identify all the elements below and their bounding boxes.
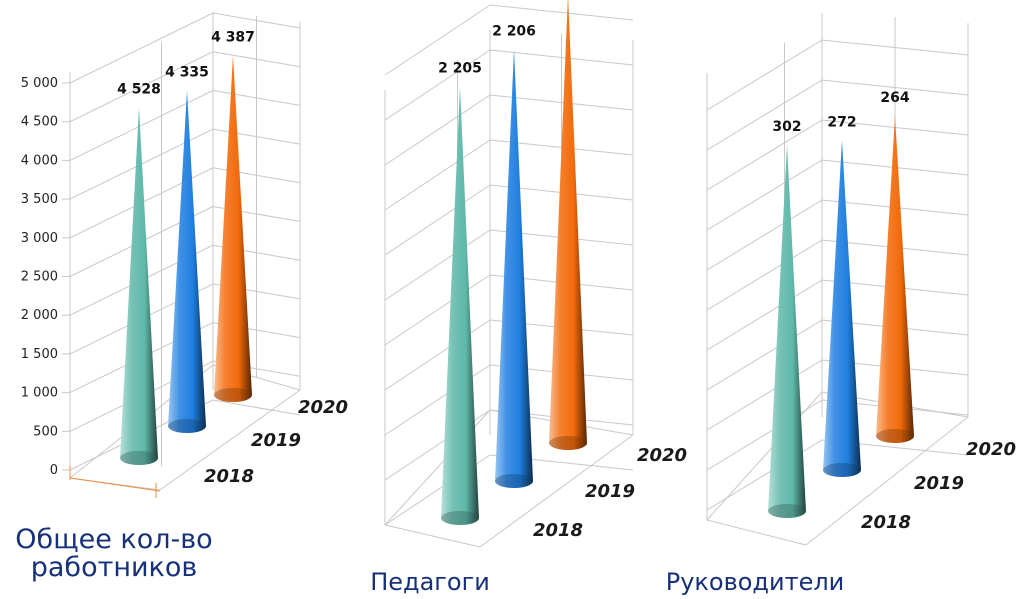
cone-base-shadow xyxy=(823,463,861,477)
gridline xyxy=(706,159,823,231)
cone-body xyxy=(214,55,252,403)
cone-body xyxy=(876,116,914,443)
gridline xyxy=(69,12,214,84)
cone-base-shadow xyxy=(168,419,206,433)
gridline xyxy=(706,319,823,391)
cone-base-shadow xyxy=(768,504,806,518)
gridline xyxy=(706,399,823,471)
value-label: 4 528 xyxy=(117,82,161,98)
cone-2020: 264 xyxy=(876,90,914,443)
cone-base-shadow xyxy=(120,451,158,465)
cone-base-shadow xyxy=(549,436,587,450)
gridline xyxy=(384,94,491,166)
y-tick-label: 4 500 xyxy=(21,115,58,130)
gridline xyxy=(159,389,301,491)
gridline xyxy=(69,89,214,161)
gridline xyxy=(212,12,301,29)
cone-2018: 4 528 xyxy=(117,82,161,465)
gridline xyxy=(706,119,823,191)
gridline xyxy=(489,4,634,21)
chart-title-teachers: Педагоги xyxy=(370,568,490,596)
gridline xyxy=(821,79,969,96)
gridline xyxy=(384,4,491,76)
gridline xyxy=(706,79,823,151)
gridline xyxy=(479,434,634,548)
gridline xyxy=(384,229,491,301)
gridline xyxy=(384,319,491,391)
y-tick-label: 1 000 xyxy=(21,386,58,401)
value-label: 302 xyxy=(772,119,801,135)
year-label-2019: 2019 xyxy=(251,430,301,451)
value-label: 4 387 xyxy=(211,29,255,45)
y-tick-label: 4 000 xyxy=(21,153,58,168)
gridline xyxy=(69,51,214,123)
gridline xyxy=(384,524,481,548)
cone-base-shadow xyxy=(495,474,533,488)
year-label-2019: 2019 xyxy=(914,473,964,494)
year-label-2020: 2020 xyxy=(637,445,687,466)
gridline xyxy=(489,49,634,66)
value-label: 4 335 xyxy=(165,64,209,80)
year-label-2018: 2018 xyxy=(861,512,911,533)
gridline xyxy=(706,39,823,111)
cone-body xyxy=(823,140,861,477)
cone-base-shadow xyxy=(876,429,914,443)
cone-2020: 4 387 xyxy=(211,29,255,403)
gridline xyxy=(212,51,301,68)
gridline xyxy=(805,416,969,546)
gridline xyxy=(212,89,301,106)
gridline xyxy=(212,399,301,416)
y-tick-label: 3 000 xyxy=(21,231,58,246)
y-tick-label: 3 500 xyxy=(21,192,58,207)
cone-body xyxy=(549,0,587,450)
value-label: 2 206 xyxy=(492,23,536,39)
cone-body xyxy=(120,107,158,465)
gridline xyxy=(384,184,491,256)
chart-0: 0 500 1 000 1 500 2 000 2 500 3 000 3 500 4 000 4… xyxy=(21,12,348,498)
gridline xyxy=(706,199,823,271)
y-tick-label: 5 000 xyxy=(21,76,58,91)
year-label-2020: 2020 xyxy=(966,439,1016,460)
cone-2019: 272 xyxy=(823,114,861,477)
gridline xyxy=(821,39,969,56)
year-label-2018: 2018 xyxy=(204,466,254,487)
year-label-2018: 2018 xyxy=(533,520,583,541)
cone-body xyxy=(495,49,533,489)
gridline xyxy=(706,239,823,311)
cone-body xyxy=(768,144,806,518)
value-label: 264 xyxy=(880,90,909,106)
year-label-2020: 2020 xyxy=(298,397,348,418)
y-tick-label: 2 000 xyxy=(21,308,58,323)
cone-2018: 2 205 xyxy=(438,61,482,525)
y-tick-label: 2 500 xyxy=(21,270,58,285)
cone-2018: 302 xyxy=(768,119,806,518)
gridline xyxy=(706,519,807,546)
cone-2019: 2 206 xyxy=(492,23,536,489)
cone-base-shadow xyxy=(441,511,479,525)
gridline xyxy=(384,274,491,346)
gridline xyxy=(212,128,301,145)
year-label-2019: 2019 xyxy=(585,481,635,502)
y-tick-label: 500 xyxy=(33,424,58,439)
y-tick-label: 1 500 xyxy=(21,347,58,362)
cone-2020: 2 290 xyxy=(549,0,587,450)
value-label: 272 xyxy=(827,114,856,130)
cone-base-shadow xyxy=(214,388,252,402)
y-tick-label: 0 xyxy=(50,463,58,478)
gridline xyxy=(706,359,823,431)
cone-2019: 4 335 xyxy=(165,64,209,433)
axis-accent xyxy=(69,477,161,492)
gridline xyxy=(706,279,823,351)
chart-0-y-axis: 0 500 1 000 1 500 2 000 2 500 3 000 3 500 4 000 4… xyxy=(21,76,161,498)
gridline xyxy=(384,49,491,121)
chart-title-total-staff: Общее кол-во работников xyxy=(15,524,213,584)
chart-title-managers: Руководители xyxy=(665,568,845,596)
cone-body xyxy=(441,86,479,525)
gridline xyxy=(384,139,491,211)
value-label: 2 205 xyxy=(438,61,482,77)
cone-body xyxy=(168,90,206,433)
